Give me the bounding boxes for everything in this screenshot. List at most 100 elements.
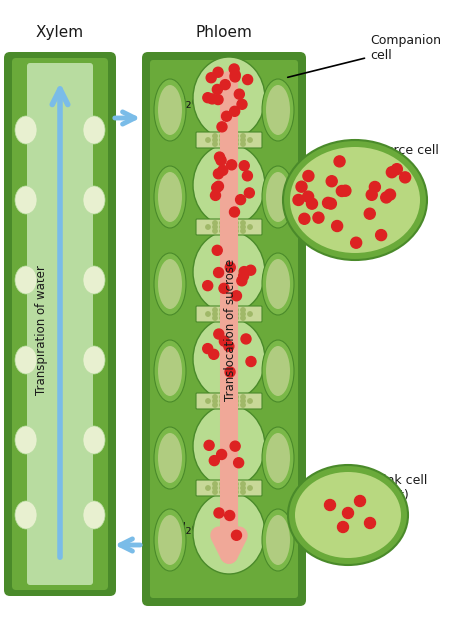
Ellipse shape: [193, 405, 265, 487]
Circle shape: [313, 212, 324, 223]
FancyBboxPatch shape: [4, 52, 116, 596]
Circle shape: [238, 271, 248, 281]
Circle shape: [213, 221, 217, 225]
Text: Transpiration of water: Transpiration of water: [36, 265, 49, 395]
Circle shape: [234, 399, 238, 403]
Ellipse shape: [158, 172, 182, 222]
Circle shape: [381, 192, 392, 203]
Circle shape: [376, 230, 387, 241]
Ellipse shape: [83, 116, 105, 144]
Circle shape: [355, 495, 366, 506]
Circle shape: [213, 395, 217, 399]
Circle shape: [213, 316, 217, 320]
Circle shape: [337, 522, 348, 533]
Circle shape: [220, 225, 224, 229]
Circle shape: [241, 395, 245, 399]
Circle shape: [213, 134, 217, 138]
Circle shape: [227, 482, 231, 486]
Circle shape: [325, 500, 336, 511]
Ellipse shape: [266, 172, 290, 222]
Ellipse shape: [158, 515, 182, 565]
Ellipse shape: [83, 346, 105, 374]
Circle shape: [213, 67, 223, 77]
Circle shape: [303, 191, 314, 202]
Ellipse shape: [158, 346, 182, 396]
Circle shape: [213, 308, 217, 312]
Ellipse shape: [288, 465, 408, 565]
Circle shape: [248, 225, 252, 229]
Ellipse shape: [15, 116, 37, 144]
Ellipse shape: [15, 426, 37, 454]
Circle shape: [227, 229, 231, 233]
Circle shape: [307, 198, 317, 209]
Circle shape: [237, 99, 247, 109]
Circle shape: [230, 70, 240, 80]
Circle shape: [241, 482, 245, 486]
Ellipse shape: [15, 266, 37, 294]
Text: Source cell
(leaf): Source cell (leaf): [370, 144, 439, 178]
Circle shape: [221, 111, 231, 121]
Circle shape: [231, 530, 241, 540]
Circle shape: [213, 95, 223, 104]
Circle shape: [212, 84, 222, 95]
Circle shape: [241, 402, 245, 407]
Circle shape: [241, 312, 245, 316]
Circle shape: [241, 225, 245, 229]
Ellipse shape: [193, 492, 265, 574]
Circle shape: [210, 191, 220, 200]
Ellipse shape: [295, 472, 401, 558]
Circle shape: [220, 490, 224, 494]
Ellipse shape: [154, 427, 186, 489]
Circle shape: [213, 229, 217, 233]
Text: Xylem: Xylem: [36, 24, 84, 39]
FancyBboxPatch shape: [12, 58, 108, 590]
Circle shape: [227, 138, 231, 142]
Circle shape: [229, 207, 239, 217]
Text: H₂O: H₂O: [174, 95, 204, 111]
Circle shape: [239, 161, 249, 171]
Ellipse shape: [158, 433, 182, 483]
FancyBboxPatch shape: [196, 306, 262, 322]
Circle shape: [207, 94, 217, 104]
Ellipse shape: [154, 166, 186, 228]
Circle shape: [227, 308, 231, 312]
Circle shape: [369, 182, 380, 193]
Circle shape: [293, 194, 304, 205]
Circle shape: [366, 189, 377, 200]
Ellipse shape: [193, 231, 265, 313]
Circle shape: [227, 395, 231, 399]
Ellipse shape: [283, 140, 427, 260]
Ellipse shape: [158, 259, 182, 309]
Circle shape: [299, 213, 310, 224]
Circle shape: [237, 276, 247, 286]
Circle shape: [227, 399, 231, 403]
Circle shape: [220, 142, 224, 146]
Circle shape: [227, 142, 231, 146]
Circle shape: [206, 225, 210, 229]
Circle shape: [234, 308, 238, 312]
Circle shape: [225, 262, 235, 272]
Circle shape: [234, 134, 238, 138]
Ellipse shape: [15, 346, 37, 374]
Ellipse shape: [266, 85, 290, 135]
Ellipse shape: [83, 186, 105, 214]
Circle shape: [241, 308, 245, 312]
Ellipse shape: [83, 501, 105, 529]
Circle shape: [225, 367, 235, 377]
Circle shape: [400, 172, 411, 183]
Circle shape: [365, 518, 376, 529]
Circle shape: [241, 490, 245, 494]
Circle shape: [241, 486, 245, 490]
Circle shape: [219, 336, 229, 346]
Circle shape: [337, 185, 347, 196]
Ellipse shape: [15, 186, 37, 214]
Circle shape: [230, 441, 240, 451]
Circle shape: [323, 197, 334, 209]
Circle shape: [234, 138, 238, 142]
FancyBboxPatch shape: [196, 480, 262, 496]
Circle shape: [212, 245, 222, 255]
Circle shape: [334, 156, 345, 167]
Circle shape: [248, 312, 252, 316]
Circle shape: [206, 486, 210, 490]
Circle shape: [391, 164, 402, 175]
